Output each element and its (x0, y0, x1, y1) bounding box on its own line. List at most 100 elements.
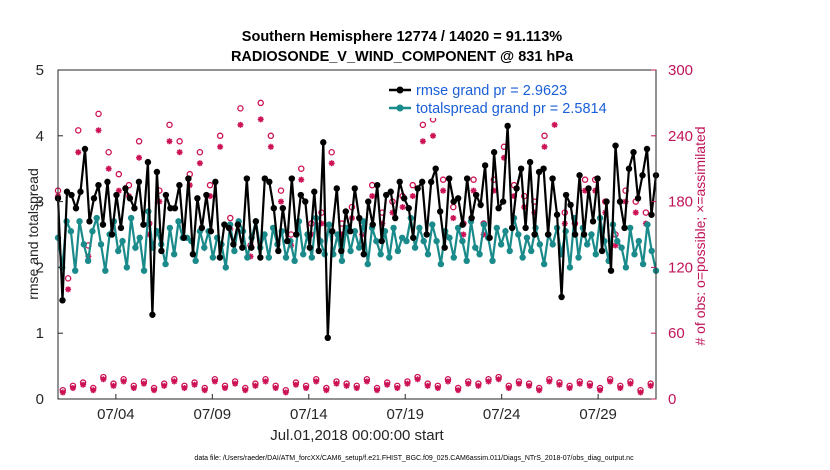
rmse-point (607, 267, 615, 274)
rmse-point (216, 254, 224, 261)
rmse-point (131, 204, 138, 212)
rmse-point (113, 191, 120, 199)
rmse-point (315, 247, 322, 255)
obs-assimilated-marker (505, 385, 512, 392)
totalspread-point (618, 244, 625, 251)
rmse-point (374, 181, 381, 189)
rmse-point (540, 165, 547, 172)
rmse-point (126, 195, 134, 202)
rmse-layer-line (56, 125, 658, 338)
totalspread-point (355, 244, 363, 251)
rmse-point (558, 293, 565, 301)
legend-rmse-label: rmse grand pr = 2.9623 (416, 83, 567, 99)
totalspread-point (261, 231, 268, 238)
obs-assimilated-marker (282, 389, 289, 396)
rmse-point (383, 191, 390, 199)
obs-assimilated-marker (176, 149, 183, 156)
rmse-point (243, 175, 251, 182)
rmse-point (117, 224, 125, 232)
totalspread-point (515, 231, 522, 238)
rmse-point (549, 175, 556, 182)
rmse-point (472, 191, 480, 199)
obs-possible-marker (125, 181, 133, 189)
rmse-point (562, 191, 570, 199)
rmse-point (320, 139, 327, 146)
totalspread-point (209, 254, 217, 261)
rmse-point (634, 195, 642, 202)
obs-assimilated-marker (196, 160, 203, 167)
rmse-point (621, 224, 628, 232)
totalspread-point (377, 251, 384, 258)
totalspread-point (644, 221, 651, 228)
rmse-point (189, 251, 197, 258)
obs-assimilated-marker (536, 387, 543, 394)
obs-assimilated-marker (465, 380, 472, 387)
totalspread-point (454, 224, 462, 232)
totalspread-point (132, 244, 139, 251)
rmse-point (436, 208, 444, 215)
rmse-point (212, 178, 219, 186)
obs-assimilated-marker (323, 387, 330, 394)
rmse-point (149, 311, 156, 318)
rmse-point (630, 149, 637, 156)
obs-assimilated-marker (551, 121, 558, 128)
totalspread-point (588, 231, 595, 238)
obs-assimilated-marker (171, 378, 178, 385)
obs-assimilated-marker (495, 376, 502, 383)
obs-possible-marker (196, 148, 204, 156)
x-tick-label: 07/14 (290, 406, 328, 423)
rmse-point (504, 122, 511, 130)
totalspread-point (437, 260, 445, 268)
right-tick-label: 300 (668, 62, 693, 79)
rmse-point (423, 231, 430, 238)
obs-assimilated-marker (257, 116, 264, 123)
rmse-point (140, 221, 147, 228)
rmse-point (207, 228, 215, 235)
totalspread-point (231, 247, 238, 255)
rmse-point (450, 198, 457, 205)
totalspread-point (626, 224, 634, 232)
obs-assimilated-marker (333, 380, 340, 387)
rmse-point (598, 247, 606, 255)
totalspread-point (433, 237, 440, 245)
totalspread-point (476, 251, 483, 258)
x-axis: 07/04 07/09 07/14 07/19 07/24 07/29 (97, 394, 617, 423)
totalspread-point (291, 257, 298, 265)
obs-assimilated-marker (384, 381, 391, 388)
rmse-point (275, 247, 282, 255)
rmse-point (356, 214, 363, 222)
obs-assimilated-marker (277, 198, 284, 205)
left-tick-label: 4 (36, 128, 44, 145)
rmse-point (625, 165, 633, 172)
obs-possible-marker (237, 105, 244, 112)
rmse-point (603, 198, 610, 205)
totalspread-point (472, 244, 479, 251)
rmse-point (576, 172, 583, 179)
totalspread-point (528, 247, 535, 255)
rmse-point (185, 175, 192, 182)
obs-possible-marker (227, 214, 234, 222)
obs-possible-marker (642, 209, 650, 216)
rmse-point (77, 188, 84, 195)
totalspread-point (282, 254, 290, 261)
rmse-point (90, 195, 98, 202)
rmse-point (95, 181, 102, 189)
rmse-point (284, 237, 291, 245)
totalspread-point (93, 214, 100, 222)
rmse-point (392, 214, 399, 222)
rmse-point (176, 181, 183, 189)
rmse-point (445, 175, 453, 182)
legend-spread-label: totalspread grand pr = 2.5814 (416, 101, 607, 117)
rmse-point (221, 221, 228, 228)
right-tick-label: 120 (668, 259, 693, 276)
rmse-point (347, 228, 354, 235)
obs-assimilated-marker (546, 378, 553, 385)
obs-assimilated-marker (586, 382, 593, 389)
obs-assimilated-marker (262, 378, 269, 385)
obs-assimilated-marker (130, 385, 137, 392)
obs-assimilated-marker (440, 187, 447, 194)
obs-assimilated-marker (181, 385, 188, 392)
rmse-point (59, 297, 66, 304)
totalspread-point (308, 254, 316, 261)
totalspread-point (127, 214, 135, 222)
